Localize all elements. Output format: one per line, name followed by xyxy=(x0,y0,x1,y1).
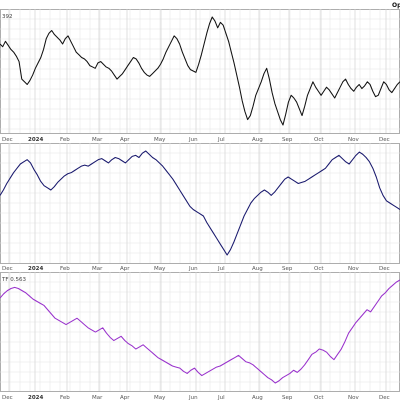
x-tick-label: Jun xyxy=(188,395,198,400)
x-tick-label: Sep xyxy=(282,137,293,143)
x-tick-label: Aug xyxy=(252,266,263,272)
chart-panel-3: TF 0.563 Dec 2024 Feb Mar Apr May Jun Jul Aug Sep O… xyxy=(0,272,400,401)
x-tick-label: Oct xyxy=(314,137,324,143)
x-tick-label: Dec xyxy=(379,266,390,272)
x-tick-label: Dec xyxy=(2,395,13,400)
x-tick-label: Sep xyxy=(282,266,293,272)
x-tick-label: Dec xyxy=(2,266,13,272)
x-tick-label: Nov xyxy=(348,266,359,272)
series-line-1 xyxy=(0,16,400,126)
x-tick-label: Feb xyxy=(60,395,70,400)
x-tick-label: Jul xyxy=(217,395,225,400)
x-tick-label: Aug xyxy=(252,395,263,400)
x-tick-label: 2024 xyxy=(28,137,43,143)
chart-panel-1: 392 Dec 2024 Feb Mar Apr May Jun Jul Aug Sep Oct Nov… xyxy=(0,9,400,143)
chart-panel-2: Dec 2024 Feb Mar Apr May Jun Jul Aug Sep Oct Nov Dec xyxy=(0,143,400,272)
x-tick-label: Mar xyxy=(92,266,103,272)
x-tick-label: Oct xyxy=(314,266,324,272)
corner-label: Op xyxy=(392,2,400,9)
panel-label: 392 xyxy=(2,14,13,20)
x-tick-label: Nov xyxy=(348,395,359,400)
x-tick-label: May xyxy=(154,137,166,143)
x-tick-label: Sep xyxy=(282,395,293,400)
x-tick-label: Dec xyxy=(379,395,390,400)
x-tick-label: Apr xyxy=(120,395,130,400)
series-line-1 xyxy=(0,150,400,256)
x-tick-label: 2024 xyxy=(28,266,43,272)
x-tick-label: Mar xyxy=(92,395,103,400)
series-line-1 xyxy=(0,279,400,384)
x-tick-label: Mar xyxy=(92,137,103,143)
x-tick-label: Apr xyxy=(120,266,130,272)
x-tick-label: Dec xyxy=(2,137,13,143)
x-tick-label: Jul xyxy=(217,266,225,272)
x-tick-label: Feb xyxy=(60,137,70,143)
x-tick-label: Apr xyxy=(120,137,130,143)
x-tick-label: Nov xyxy=(348,137,359,143)
x-tick-label: Feb xyxy=(60,266,70,272)
x-tick-label: Jul xyxy=(217,137,225,143)
x-tick-label: Jun xyxy=(188,137,198,143)
panel-label: TF 0.563 xyxy=(1,277,27,283)
x-tick-label: May xyxy=(154,266,166,272)
x-tick-label: Jun xyxy=(188,266,198,272)
x-tick-label: Oct xyxy=(314,395,324,400)
x-tick-label: May xyxy=(154,395,166,400)
x-tick-label: Dec xyxy=(379,137,390,143)
x-tick-label: Aug xyxy=(252,137,263,143)
x-tick-label: 2024 xyxy=(28,395,43,400)
